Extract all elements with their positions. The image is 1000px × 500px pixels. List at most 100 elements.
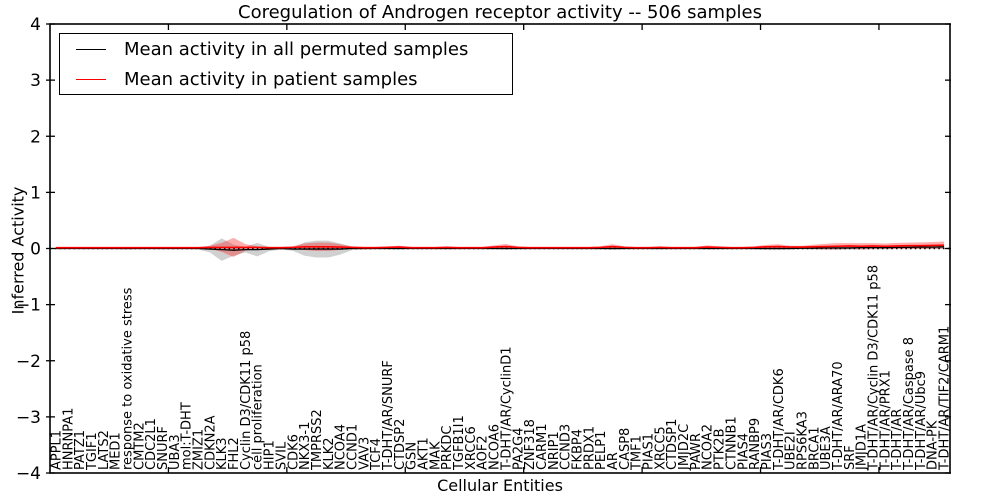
- legend-label-patient: Mean activity in patient samples: [124, 68, 418, 90]
- permuted-samples-spread-band: [55, 238, 945, 261]
- x-category-label: VAV3: [357, 437, 372, 470]
- x-category-label: CCND1: [345, 424, 360, 470]
- legend-entry-patient: Mean activity in patient samples: [60, 64, 512, 94]
- x-category-label: TGIF1: [85, 432, 100, 471]
- x-category-label: PAWR: [689, 433, 704, 470]
- x-category-label: PTK2B: [713, 429, 728, 471]
- x-category-label: XRCC5: [653, 426, 668, 470]
- x-category-label: PIAS3: [760, 433, 775, 470]
- y-tick-label: 0: [30, 240, 41, 260]
- x-axis-label: Cellular Entities: [437, 476, 563, 495]
- y-tick-label: 1: [30, 183, 41, 203]
- x-category-label: PIAS1: [642, 433, 657, 470]
- x-category-label: UBE3A: [819, 426, 834, 470]
- x-category-label: CTDSP1: [665, 419, 680, 470]
- x-category-label: NCOA6: [488, 424, 503, 470]
- x-category-label: T-DHT/AR/ARA70: [831, 361, 846, 471]
- y-tick-label: −3: [16, 408, 41, 428]
- y-axis-label: Inferred Activity: [8, 186, 28, 315]
- x-category-label: KLK2: [322, 437, 337, 470]
- x-category-label: TCF4: [369, 438, 384, 471]
- x-category-label: APPL1: [49, 430, 64, 470]
- y-tick-label: −2: [16, 352, 41, 372]
- x-category-label: T-DHT/AR/Ubc9: [914, 371, 929, 471]
- x-category-label: TGFB1I1: [452, 415, 467, 471]
- y-tick-label: −1: [16, 296, 41, 316]
- legend-box: Mean activity in all permuted samples Me…: [59, 33, 513, 95]
- permuted-line-swatch: [76, 48, 106, 50]
- x-category-label: T-DHT/AR: [890, 409, 905, 471]
- x-category-label: T-DHT/AR/Cyclin D3/CDK11 p58: [867, 265, 882, 471]
- patient-line-swatch: [76, 78, 106, 80]
- x-category-label: XRCC6: [464, 426, 479, 470]
- x-category-label: CDC2L1: [144, 418, 159, 470]
- x-category-label: FHL2: [227, 437, 242, 470]
- x-category-label: CTNNB1: [724, 416, 739, 470]
- x-category-label: JMJD1A: [855, 424, 870, 471]
- permuted-mean-line: [55, 246, 945, 251]
- legend-label-permuted: Mean activity in all permuted samples: [124, 38, 469, 60]
- x-category-label: NCOA2: [701, 424, 716, 470]
- x-category-label: CCND3: [559, 424, 574, 470]
- x-category-label: response to oxidative stress: [120, 287, 135, 470]
- x-category-label: RANBP9: [748, 418, 763, 470]
- x-category-label: ZMIZ1: [192, 429, 207, 470]
- x-category-label: TMF1: [630, 435, 645, 471]
- x-category-label: CTDSP2: [393, 419, 408, 470]
- x-category-label: PELP1: [594, 431, 609, 470]
- x-category-label: CARM1: [535, 424, 550, 471]
- chart-title: Coregulation of Androgen receptor activi…: [238, 2, 762, 23]
- x-category-label: NRIP1: [547, 431, 562, 470]
- x-category-label: T-DHT/AR/Caspase 8: [902, 337, 917, 471]
- x-category-label: CDKN2A: [203, 415, 218, 470]
- x-category-label: GSN: [405, 442, 420, 470]
- x-category-label: MAK: [428, 441, 443, 470]
- x-category-label: SVIL: [274, 441, 289, 470]
- x-category-label: T-DHT/AR/SNURF: [381, 360, 396, 471]
- x-category-label: KLK3: [215, 437, 230, 470]
- x-category-label: Cyclin D3/CDK11 p58: [239, 331, 254, 470]
- x-category-label: UBA3: [168, 434, 183, 470]
- x-category-label: mol:T-DHT: [180, 402, 195, 470]
- x-category-label: FKBP4: [570, 429, 585, 470]
- x-category-label: DNA-PK: [926, 420, 941, 470]
- x-category-label: HNRNPA1: [61, 408, 76, 470]
- x-category-label: BRCA1: [807, 426, 822, 470]
- x-category-label: AOF2: [476, 435, 491, 470]
- y-tick-label: 3: [30, 71, 41, 91]
- x-category-label: CASP8: [618, 428, 633, 470]
- x-category-label: MED1: [109, 432, 124, 470]
- x-category-label: AR: [606, 452, 621, 470]
- x-category-label: T-DHT/AR/PRX1: [878, 370, 893, 471]
- x-category-label: CMTM2: [132, 422, 147, 470]
- x-category-label: LATS2: [97, 430, 112, 470]
- x-category-label: T-DHT/AR/CDK6: [772, 368, 787, 471]
- x-category-label: HIP1: [263, 440, 278, 470]
- x-category-label: NCOA4: [334, 424, 349, 470]
- x-category-label: cell proliferation: [251, 364, 266, 470]
- x-category-label: SNURF: [156, 426, 171, 470]
- x-category-label: RPS6KA3: [795, 411, 810, 470]
- x-category-label: SRF: [843, 445, 858, 470]
- x-category-label: TMPRSS2: [310, 409, 325, 471]
- patient-mean-line: [55, 244, 945, 249]
- x-category-label: T-DHT/AR/CyclinD1: [499, 346, 514, 471]
- x-category-label: PA2G4: [511, 427, 526, 470]
- x-category-label: UBE2I: [784, 431, 799, 470]
- x-category-label: JMJD2C: [677, 424, 692, 471]
- x-category-label: CDK6: [286, 434, 301, 470]
- x-category-label: ZNF318: [523, 419, 538, 470]
- y-tick-label: 2: [30, 127, 41, 147]
- x-category-label: NKX3-1: [298, 422, 313, 470]
- x-category-label: PIAS4: [736, 433, 751, 470]
- x-category-label: PRDX1: [582, 426, 597, 470]
- y-tick-label: 4: [30, 15, 41, 35]
- x-category-label: PATZ1: [73, 430, 88, 470]
- x-category-label: AKT1: [417, 437, 432, 470]
- x-category-label: PRKDC: [440, 426, 455, 470]
- y-tick-label: −4: [16, 464, 41, 484]
- x-category-label: T-DHT/AR/TIF2/CARM1: [938, 326, 953, 471]
- legend-entry-permuted: Mean activity in all permuted samples: [60, 34, 512, 64]
